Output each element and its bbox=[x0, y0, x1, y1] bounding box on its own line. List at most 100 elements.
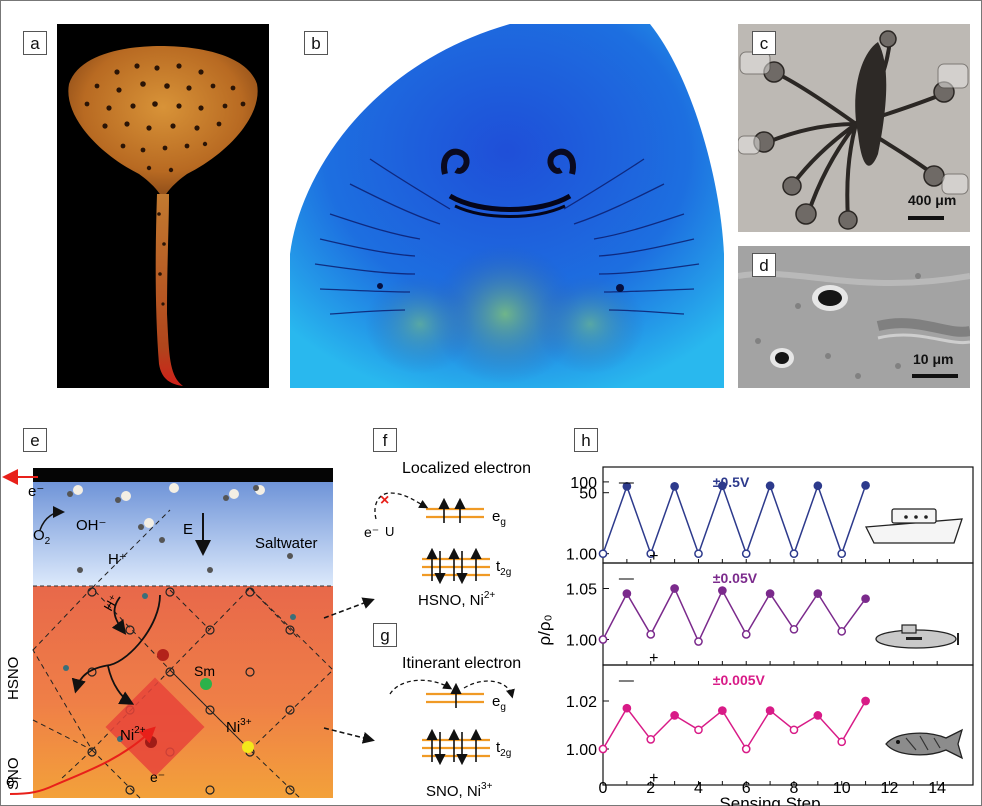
panel-label-h: h bbox=[574, 428, 598, 452]
sno-caption: SNO, Ni3+ bbox=[426, 781, 493, 800]
y-tick-label: 1.00 bbox=[566, 633, 597, 650]
data-point-positive bbox=[598, 635, 608, 644]
plus-sign: + bbox=[649, 770, 658, 787]
data-point-positive bbox=[741, 630, 751, 639]
data-point-positive bbox=[837, 737, 847, 747]
y-tick-label: 1.00 bbox=[566, 547, 597, 564]
electron-inner-label: e⁻ bbox=[150, 769, 165, 785]
data-point-negative bbox=[765, 706, 775, 715]
x-tick-label: 10 bbox=[833, 780, 851, 797]
itinerant-title: Itinerant electron bbox=[402, 655, 521, 672]
minus-sign: — bbox=[619, 474, 634, 491]
subplot-frame bbox=[602, 562, 974, 666]
data-point-negative bbox=[813, 481, 823, 491]
localized-electron-label: e⁻ bbox=[364, 524, 379, 540]
scale-label-c: 400 μm bbox=[908, 192, 957, 208]
data-point-negative bbox=[765, 481, 775, 491]
fish-icon bbox=[885, 728, 964, 760]
data-point-positive bbox=[646, 735, 656, 744]
series-label: ±0.005V bbox=[713, 672, 766, 688]
x-mark-icon: × bbox=[380, 492, 389, 509]
data-point-positive bbox=[694, 725, 703, 735]
electron-top-label: e⁻ bbox=[28, 483, 44, 500]
panel-label-a: a bbox=[23, 31, 47, 55]
data-point-positive bbox=[598, 549, 608, 559]
data-point-negative bbox=[718, 481, 727, 491]
stingray-photo bbox=[57, 24, 269, 388]
t2g-label-f: t2g bbox=[496, 558, 511, 578]
x-tick-label: 0 bbox=[599, 780, 608, 797]
plus-sign: + bbox=[649, 548, 658, 565]
ship-icon bbox=[864, 508, 963, 544]
panel-label-b: b bbox=[304, 31, 328, 55]
field-label: E bbox=[183, 521, 193, 538]
data-point-positive bbox=[646, 549, 656, 559]
data-point-negative bbox=[765, 589, 775, 598]
data-point-negative bbox=[622, 482, 632, 491]
data-point-positive bbox=[646, 630, 656, 639]
y-tick-label: 50 bbox=[579, 486, 597, 503]
panel-label-g: g bbox=[373, 623, 397, 647]
hsno-layer-label: HSNO bbox=[5, 657, 22, 700]
hsno-caption: HSNO, Ni2+ bbox=[418, 590, 495, 609]
panel-label-d: d bbox=[752, 253, 776, 277]
eg-label-f: eg bbox=[492, 508, 506, 528]
hubbard-u-label: U bbox=[385, 524, 394, 539]
data-point-positive bbox=[789, 549, 799, 559]
ni2-label: Ni2+ bbox=[120, 725, 146, 744]
localized-title: Localized electron bbox=[402, 460, 531, 477]
data-point-positive bbox=[837, 626, 847, 636]
data-point-positive bbox=[789, 624, 799, 634]
y-tick-label: 1.02 bbox=[566, 694, 597, 711]
data-point-negative bbox=[670, 584, 679, 593]
data-point-positive bbox=[741, 549, 751, 559]
minus-sign: — bbox=[619, 672, 634, 689]
data-point-negative bbox=[861, 481, 870, 490]
data-point-negative bbox=[813, 711, 823, 720]
minus-sign: — bbox=[619, 570, 634, 587]
submarine-icon bbox=[875, 624, 959, 649]
pointer-arrows bbox=[323, 597, 375, 744]
data-point-negative bbox=[670, 482, 679, 491]
panel-label-f: f bbox=[373, 428, 397, 452]
x-tick-label: 8 bbox=[790, 780, 799, 797]
series-line bbox=[602, 586, 867, 644]
x-tick-label: 12 bbox=[881, 780, 899, 797]
data-point-positive bbox=[837, 549, 847, 559]
data-point-positive bbox=[598, 744, 608, 754]
sno-layer-label: SNO bbox=[5, 757, 22, 790]
panel-label-c: c bbox=[752, 31, 776, 55]
data-point-positive bbox=[741, 744, 751, 754]
x-tick-label: 2 bbox=[646, 780, 655, 797]
x-tick-label: 6 bbox=[742, 780, 751, 797]
ampullae-micrograph: 400 μm bbox=[738, 24, 970, 232]
sm-label: Sm bbox=[194, 663, 215, 679]
hydroxide-label: OH⁻ bbox=[76, 517, 106, 534]
data-point-negative bbox=[718, 586, 727, 595]
proton-arrow-label: H⁺ bbox=[101, 592, 122, 614]
stained-ray-photo bbox=[290, 24, 724, 388]
series-label: ±0.5V bbox=[713, 474, 750, 490]
data-point-negative bbox=[622, 703, 632, 713]
data-point-positive bbox=[694, 549, 703, 559]
y-axis-label: ρ/ρ₀ bbox=[535, 614, 554, 645]
scale-label-d: 10 μm bbox=[913, 351, 954, 367]
data-point-negative bbox=[861, 594, 870, 604]
series-line bbox=[602, 700, 867, 751]
t2g-label-g: t2g bbox=[496, 739, 511, 759]
proton-label: H⁺ bbox=[108, 551, 127, 568]
plus-sign: + bbox=[649, 650, 658, 667]
series-label: ±0.05V bbox=[713, 570, 758, 586]
scale-bar-d bbox=[912, 374, 958, 378]
electron-bottom-label: e⁻ bbox=[6, 773, 22, 790]
data-point-negative bbox=[813, 589, 823, 598]
saltwater-label: Saltwater bbox=[255, 535, 318, 552]
oxygen-label: O2 bbox=[33, 527, 51, 547]
data-point-positive bbox=[789, 725, 799, 735]
ni3-label: Ni3+ bbox=[226, 717, 252, 736]
localized-electron-diagram: Localized electron × e⁻ U eg t2g HSNO, N… bbox=[364, 460, 531, 609]
eg-label-g: eg bbox=[492, 693, 506, 713]
y-tick-label: 100 bbox=[570, 475, 597, 492]
pore-micrograph: 10 μm bbox=[738, 246, 970, 388]
